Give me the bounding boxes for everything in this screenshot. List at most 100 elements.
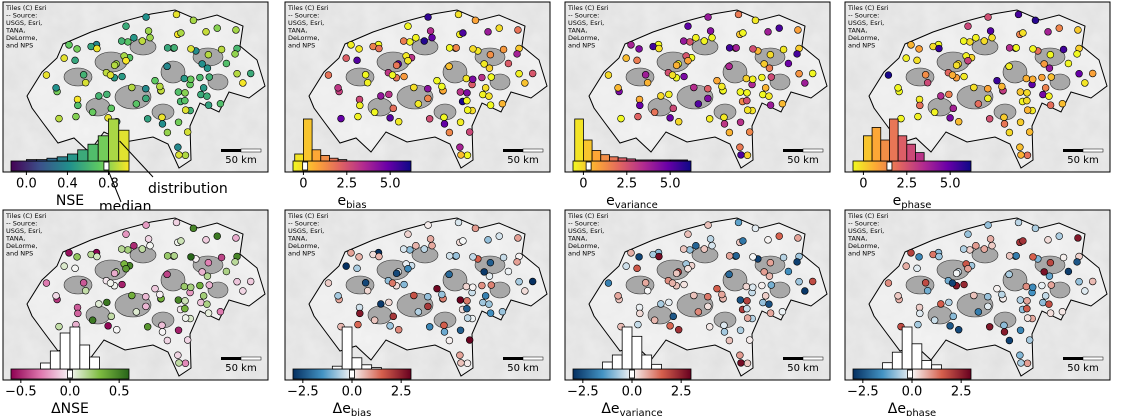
gauge-station — [623, 55, 630, 62]
gauge-station — [749, 284, 756, 291]
gauge-station — [53, 84, 60, 91]
gauge-station — [486, 65, 493, 72]
gauge-station — [657, 93, 664, 100]
gauge-station — [1030, 253, 1037, 260]
gauge-station — [446, 63, 453, 70]
label-main: e — [893, 193, 902, 209]
gauge-station — [389, 280, 396, 287]
gauge-station — [975, 101, 982, 108]
gauge-station — [147, 242, 154, 249]
gauge-station — [947, 114, 954, 121]
gauge-station — [123, 265, 130, 272]
gauge-station — [426, 115, 433, 122]
gauge-station — [916, 310, 923, 317]
gauge-station — [707, 236, 714, 243]
gauge-station — [1023, 97, 1030, 104]
gauge-station — [424, 85, 431, 92]
gauge-station — [1006, 337, 1013, 344]
gauge-station — [690, 292, 697, 299]
gauge-station — [681, 281, 688, 288]
gauge-station — [1059, 100, 1066, 107]
gauge-station — [615, 84, 622, 91]
gauge-station — [704, 85, 711, 92]
gauge-station — [628, 249, 635, 256]
gauge-station — [665, 91, 672, 98]
histogram-bar — [863, 136, 872, 161]
gauge-station — [466, 129, 473, 136]
label-sub: variance — [620, 408, 663, 416]
scale-label: 50 km — [507, 363, 538, 374]
gauge-station — [924, 79, 931, 86]
gauge-station — [915, 321, 922, 328]
gauge-station — [406, 39, 413, 46]
gauge-station — [758, 282, 765, 289]
gauge-station — [171, 252, 178, 259]
gauge-station — [623, 263, 630, 270]
gauge-station — [487, 51, 494, 58]
histogram-bar — [41, 363, 51, 369]
gauge-station — [733, 252, 740, 259]
colorbar-label: ΔNSE — [51, 401, 89, 416]
scale-bar-black — [783, 149, 803, 152]
gauge-station — [644, 287, 651, 294]
gauge-station — [143, 14, 150, 21]
gauge-station — [737, 297, 744, 304]
gauge-station — [1075, 235, 1082, 242]
gauge-station — [184, 337, 191, 344]
histogram-bar — [372, 368, 382, 369]
gauge-station — [1015, 219, 1022, 226]
gauge-station — [987, 236, 994, 243]
gauge-station — [931, 109, 938, 116]
gauge-station — [173, 219, 180, 226]
gauge-station — [142, 303, 149, 310]
gauge-station — [743, 283, 750, 290]
gauge-station — [685, 231, 692, 238]
gauge-station — [182, 360, 189, 367]
histogram-bar — [592, 151, 601, 162]
gauge-station — [768, 74, 775, 81]
gauge-station — [175, 297, 182, 304]
gauge-station — [94, 45, 101, 52]
scale-bar-white — [1083, 357, 1103, 360]
histogram-bar — [575, 119, 584, 161]
gauge-station — [726, 63, 733, 70]
gauge-station — [159, 120, 166, 127]
gauge-station — [766, 65, 773, 72]
gauge-station — [485, 236, 492, 243]
gauge-station — [736, 352, 743, 359]
gauge-station — [743, 75, 750, 82]
gauge-station — [456, 144, 463, 151]
map-attribution: and NPS — [568, 250, 595, 258]
gauge-station — [66, 41, 73, 48]
gauge-station — [986, 323, 993, 330]
gauge-station — [618, 115, 625, 122]
gauge-station — [998, 291, 1005, 298]
gauge-station — [73, 113, 80, 120]
gauge-station — [1006, 252, 1013, 259]
gauge-station — [738, 152, 745, 159]
gauge-station — [718, 83, 725, 90]
gauge-station — [705, 14, 712, 21]
gauge-station — [1065, 268, 1072, 275]
gauge-station — [485, 28, 492, 35]
gauge-station — [726, 252, 733, 259]
gauge-station — [103, 299, 110, 306]
gauge-station — [1029, 76, 1036, 83]
gauge-station — [124, 39, 131, 46]
gauge-station — [776, 233, 783, 240]
gauge-station — [669, 280, 676, 287]
gauge-station — [642, 71, 649, 78]
gauge-station — [924, 287, 931, 294]
gauge-station — [965, 23, 972, 30]
gauge-station — [61, 55, 68, 62]
gauge-station — [916, 254, 923, 261]
gauge-station — [486, 273, 493, 280]
gauge-station — [1024, 315, 1031, 322]
gauge-station — [1076, 70, 1083, 77]
gauge-station — [970, 292, 977, 299]
gauge-station — [234, 278, 241, 285]
gauge-station — [188, 253, 195, 260]
colorbar-tick-label: 2.5 — [671, 385, 692, 400]
gauge-station — [908, 41, 915, 48]
histogram-bar — [632, 336, 642, 369]
